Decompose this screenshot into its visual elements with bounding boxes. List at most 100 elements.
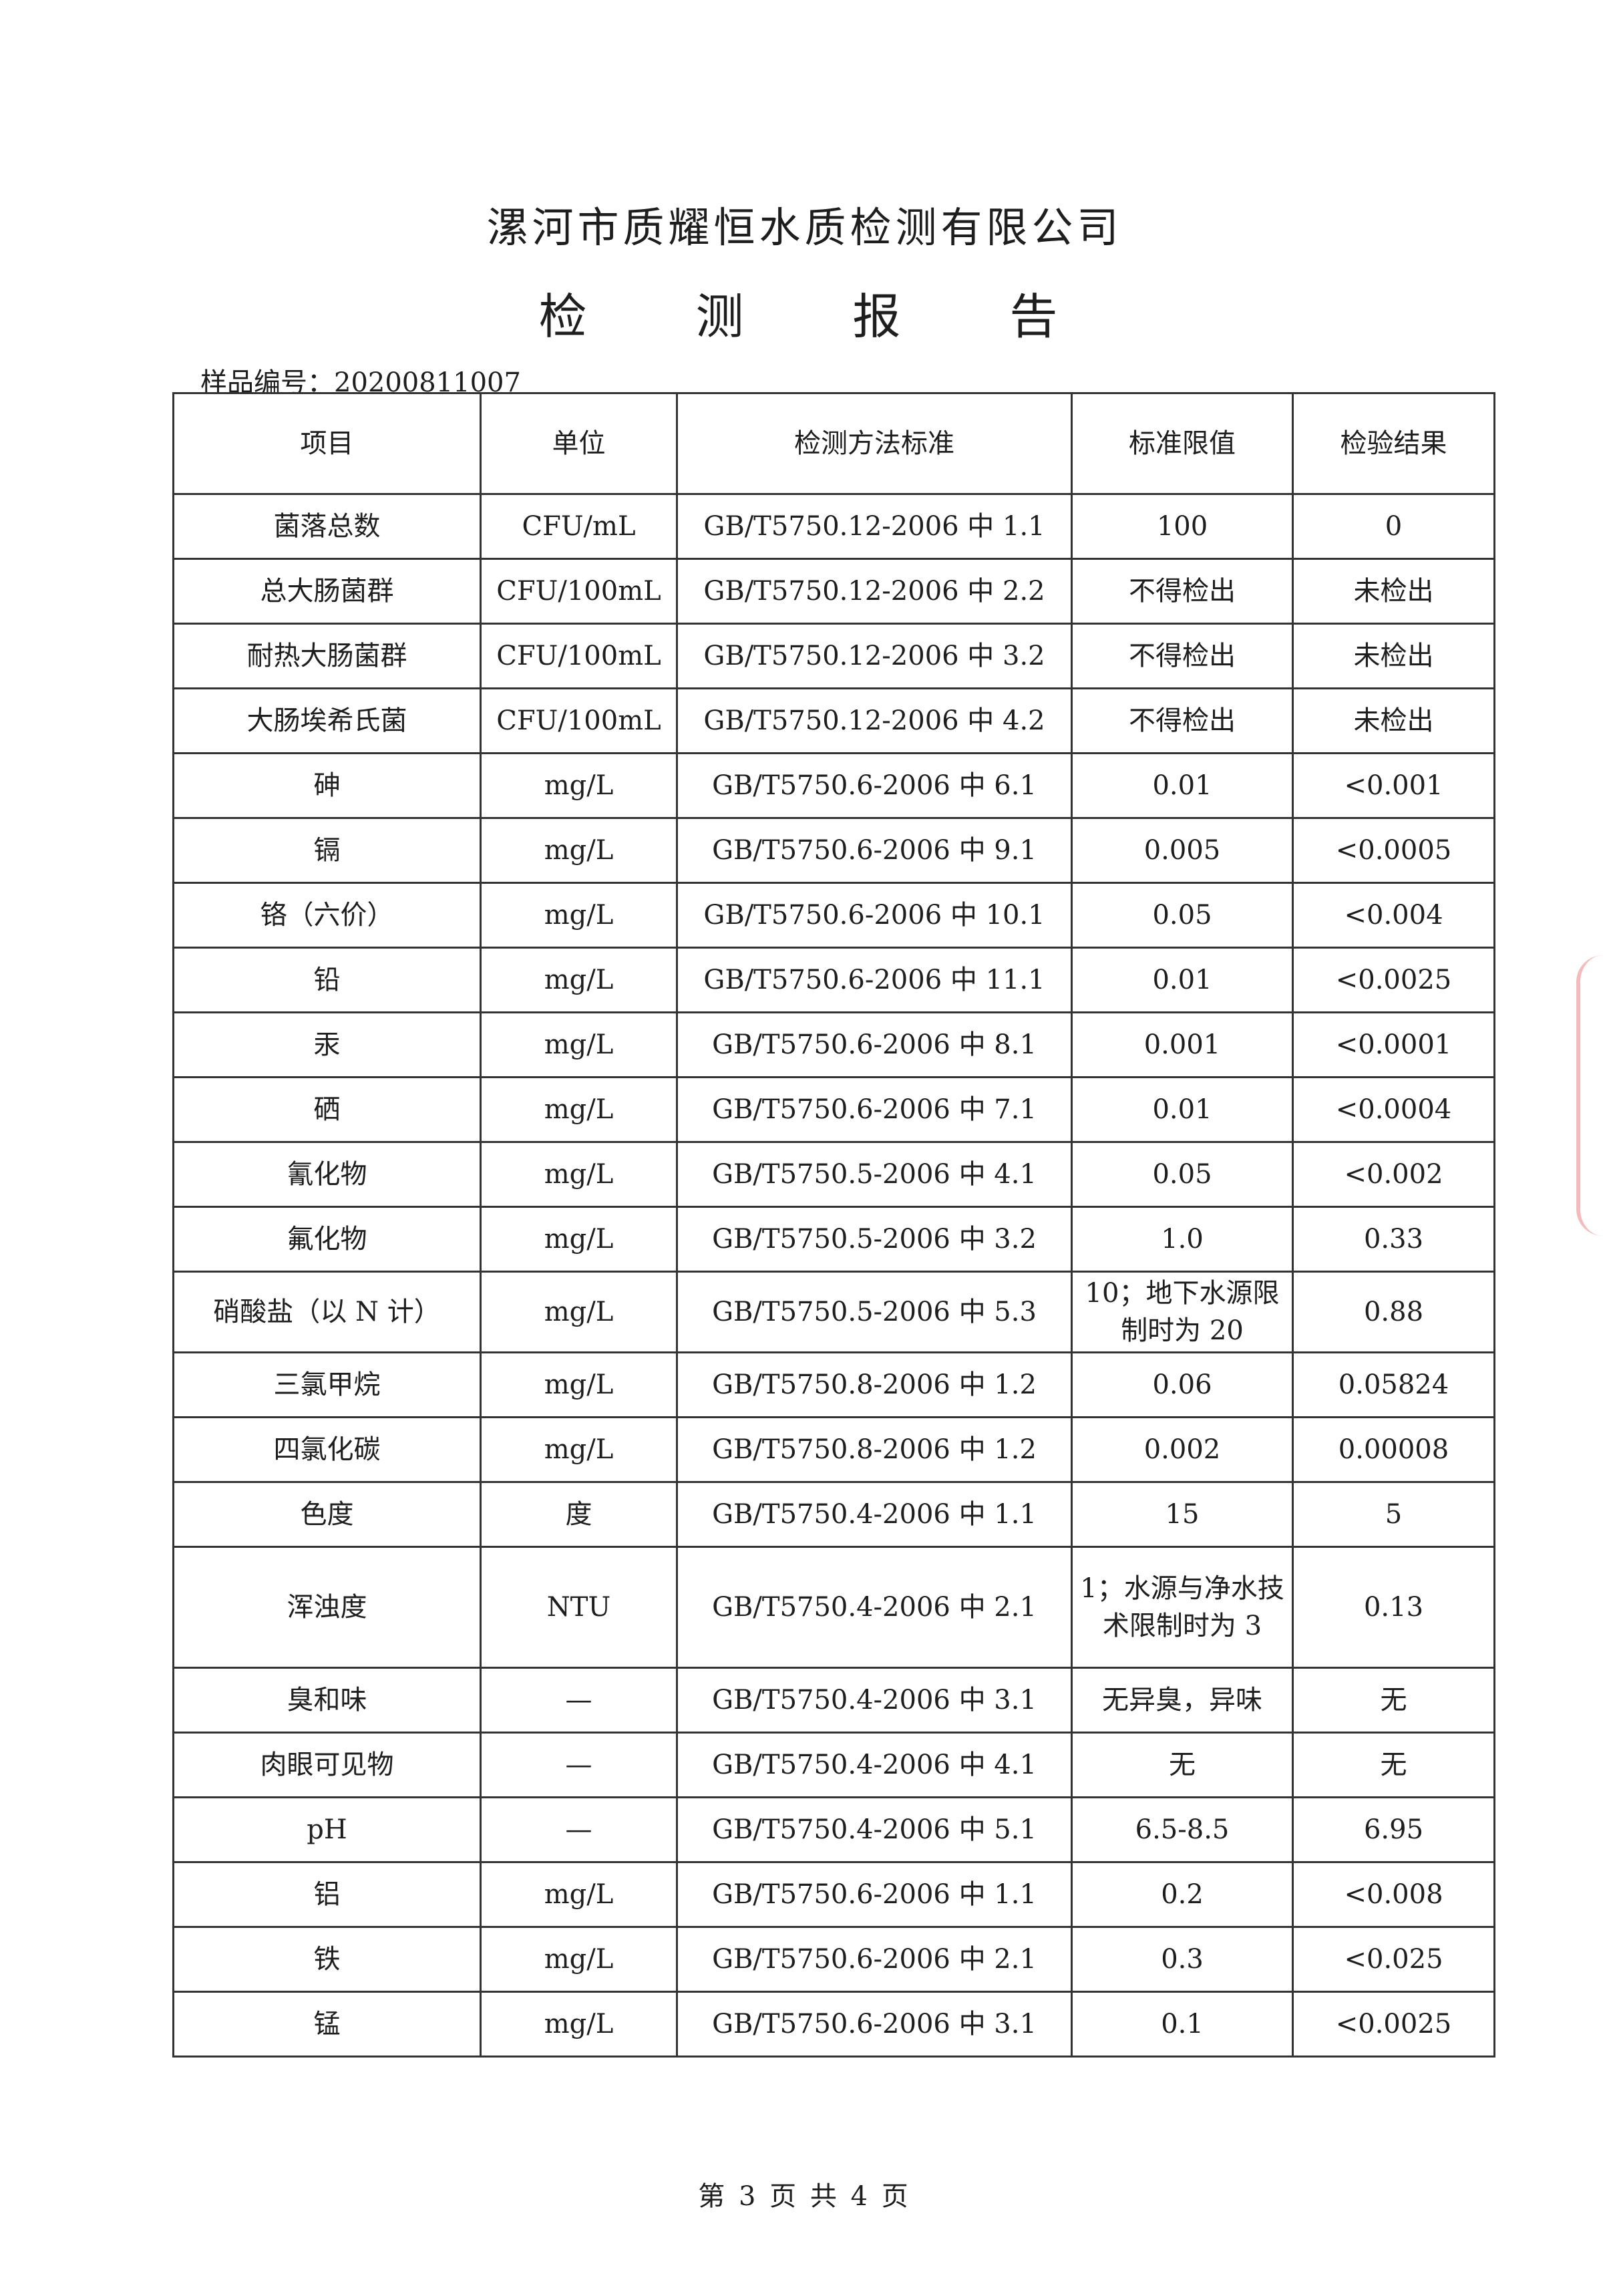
cell-item: 铁	[172, 1926, 482, 1993]
cell-limit: 无异臭，异味	[1071, 1667, 1294, 1734]
cell-limit: 10；地下水源限制时为 20	[1071, 1271, 1294, 1353]
cell-unit: CFU/100mL	[480, 687, 678, 754]
cell-unit: mg/L	[480, 1926, 678, 1993]
cell-unit: mg/L	[480, 1076, 678, 1143]
cell-result: 0.88	[1292, 1271, 1495, 1353]
cell-method: GB/T5750.12-2006 中 2.2	[676, 558, 1073, 625]
cell-result: <0.0004	[1292, 1076, 1495, 1143]
cell-method: GB/T5750.4-2006 中 1.1	[676, 1481, 1073, 1548]
cell-unit: CFU/100mL	[480, 623, 678, 689]
cell-limit: 无	[1071, 1732, 1294, 1798]
table-row: 铅 mg/L GB/T5750.6-2006 中 11.1 0.01 <0.0025	[172, 947, 1495, 1013]
cell-limit: 0.05	[1071, 882, 1294, 949]
table-row: 硒 mg/L GB/T5750.6-2006 中 7.1 0.01 <0.0004	[172, 1076, 1495, 1143]
table-row: 总大肠菌群 CFU/100mL GB/T5750.12-2006 中 2.2 不得检出…	[172, 558, 1495, 625]
cell-result: 未检出	[1292, 623, 1495, 689]
cell-limit: 0.01	[1071, 1076, 1294, 1143]
cell-limit: 0.002	[1071, 1416, 1294, 1483]
cell-item: 肉眼可见物	[172, 1732, 482, 1798]
results-table: 项目 单位 检测方法标准 标准限值 检验结果 菌落总数 CFU/mL GB/T575…	[172, 392, 1495, 2058]
cell-unit: mg/L	[480, 1416, 678, 1483]
cell-unit: mg/L	[480, 752, 678, 819]
cell-item: 锰	[172, 1991, 482, 2058]
column-header: 项目	[172, 392, 482, 495]
cell-unit: mg/L	[480, 1141, 678, 1208]
cell-method: GB/T5750.12-2006 中 3.2	[676, 623, 1073, 689]
cell-result: <0.0005	[1292, 817, 1495, 884]
cell-method: GB/T5750.6-2006 中 3.1	[676, 1991, 1073, 2058]
report-title: 检 测 报 告	[538, 289, 1105, 345]
cell-item: 砷	[172, 752, 482, 819]
cell-result: <0.0025	[1292, 947, 1495, 1013]
cell-result: <0.001	[1292, 752, 1495, 819]
cell-item: 四氯化碳	[172, 1416, 482, 1483]
cell-method: GB/T5750.6-2006 中 10.1	[676, 882, 1073, 949]
cell-result: <0.0025	[1292, 1991, 1495, 2058]
table-row: 菌落总数 CFU/mL GB/T5750.12-2006 中 1.1 100 0	[172, 493, 1495, 560]
column-header: 单位	[480, 392, 678, 495]
cell-unit: 度	[480, 1481, 678, 1548]
cell-unit: —	[480, 1667, 678, 1734]
cell-limit: 0.2	[1071, 1861, 1294, 1928]
cell-unit: —	[480, 1732, 678, 1798]
cell-unit: mg/L	[480, 947, 678, 1013]
cell-limit: 100	[1071, 493, 1294, 560]
cell-limit: 15	[1071, 1481, 1294, 1548]
cell-result: <0.025	[1292, 1926, 1495, 1993]
cell-result: 未检出	[1292, 687, 1495, 754]
cell-limit: 0.005	[1071, 817, 1294, 884]
cell-method: GB/T5750.12-2006 中 1.1	[676, 493, 1073, 560]
cell-item: 臭和味	[172, 1667, 482, 1734]
cell-method: GB/T5750.4-2006 中 4.1	[676, 1732, 1073, 1798]
table-row: 镉 mg/L GB/T5750.6-2006 中 9.1 0.005 <0.0005	[172, 817, 1495, 884]
cell-result: <0.008	[1292, 1861, 1495, 1928]
table-header-row: 项目 单位 检测方法标准 标准限值 检验结果	[172, 392, 1495, 495]
cell-result: 0.00008	[1292, 1416, 1495, 1483]
cell-method: GB/T5750.4-2006 中 2.1	[676, 1546, 1073, 1669]
cell-method: GB/T5750.12-2006 中 4.2	[676, 687, 1073, 754]
table-row: 浑浊度 NTU GB/T5750.4-2006 中 2.1 1；水源与净水技术限制时为…	[172, 1546, 1495, 1669]
table-row: 铁 mg/L GB/T5750.6-2006 中 2.1 0.3 <0.025	[172, 1926, 1495, 1993]
cell-limit: 1；水源与净水技术限制时为 3	[1071, 1546, 1294, 1669]
cell-limit: 0.01	[1071, 752, 1294, 819]
cell-method: GB/T5750.6-2006 中 7.1	[676, 1076, 1073, 1143]
cell-item: 镉	[172, 817, 482, 884]
cell-result: 0.33	[1292, 1206, 1495, 1273]
cell-method: GB/T5750.6-2006 中 8.1	[676, 1011, 1073, 1078]
cell-method: GB/T5750.6-2006 中 2.1	[676, 1926, 1073, 1993]
cell-method: GB/T5750.5-2006 中 3.2	[676, 1206, 1073, 1273]
table-row: 肉眼可见物 — GB/T5750.4-2006 中 4.1 无无	[172, 1732, 1495, 1798]
cell-limit: 不得检出	[1071, 558, 1294, 625]
cell-item: 铅	[172, 947, 482, 1013]
page-footer: 第 3 页 共 4 页	[698, 2181, 911, 2212]
cell-item: 菌落总数	[172, 493, 482, 560]
cell-result: 0	[1292, 493, 1495, 560]
cell-method: GB/T5750.4-2006 中 3.1	[676, 1667, 1073, 1734]
cell-result: 0.05824	[1292, 1351, 1495, 1418]
table-row: 锰 mg/L GB/T5750.6-2006 中 3.1 0.1 <0.0025	[172, 1991, 1495, 2058]
cell-item: 硒	[172, 1076, 482, 1143]
cell-unit: NTU	[480, 1546, 678, 1669]
table-row: 砷 mg/L GB/T5750.6-2006 中 6.1 0.01 <0.001	[172, 752, 1495, 819]
cell-limit: 不得检出	[1071, 623, 1294, 689]
cell-limit: 1.0	[1071, 1206, 1294, 1273]
cell-method: GB/T5750.6-2006 中 1.1	[676, 1861, 1073, 1928]
column-header: 检测方法标准	[676, 392, 1073, 495]
cell-limit: 0.1	[1071, 1991, 1294, 2058]
cell-method: GB/T5750.6-2006 中 6.1	[676, 752, 1073, 819]
table-row: 色度度 GB/T5750.4-2006 中 1.1 15 5	[172, 1481, 1495, 1548]
cell-method: GB/T5750.6-2006 中 9.1	[676, 817, 1073, 884]
column-header: 检验结果	[1292, 392, 1495, 495]
table-row: pH — GB/T5750.4-2006 中 5.1 6.5-8.5 6.95	[172, 1796, 1495, 1863]
cell-result: 0.13	[1292, 1546, 1495, 1669]
cell-unit: mg/L	[480, 1351, 678, 1418]
table-row: 氟化物 mg/L GB/T5750.5-2006 中 3.2 1.0 0.33	[172, 1206, 1495, 1273]
cell-method: GB/T5750.6-2006 中 11.1	[676, 947, 1073, 1013]
cell-method: GB/T5750.5-2006 中 5.3	[676, 1271, 1073, 1353]
cell-result: 5	[1292, 1481, 1495, 1548]
company-name: 漯河市质耀恒水质检测有限公司	[486, 203, 1123, 252]
cell-item: 汞	[172, 1011, 482, 1078]
cell-result: 无	[1292, 1667, 1495, 1734]
cell-method: GB/T5750.8-2006 中 1.2	[676, 1351, 1073, 1418]
cell-unit: mg/L	[480, 817, 678, 884]
